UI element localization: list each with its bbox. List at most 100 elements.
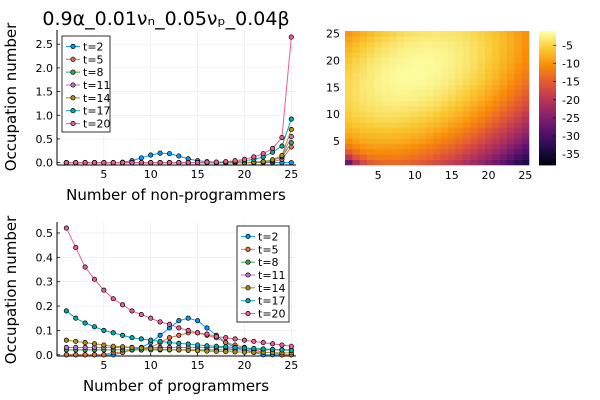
heatmap-cell xyxy=(448,127,456,134)
heatmap-cell xyxy=(352,47,361,53)
heatmap-cell xyxy=(411,106,419,112)
colorbar-segment xyxy=(539,39,556,43)
heatmap-cell xyxy=(499,36,508,43)
heatmap-cell xyxy=(470,159,478,166)
heatmap-cell xyxy=(470,154,478,160)
heatmap-cell xyxy=(389,111,397,118)
heatmap-cell xyxy=(514,47,522,53)
y-tick-label: 20 xyxy=(326,54,340,67)
heatmap-cell xyxy=(345,143,353,150)
heatmap-cell xyxy=(411,111,419,118)
heatmap-cell xyxy=(514,122,522,128)
data-point xyxy=(91,324,98,330)
data-point xyxy=(110,296,116,302)
heatmap-cell xyxy=(381,41,390,48)
heatmap-cell xyxy=(425,116,434,123)
heatmap-cell xyxy=(506,122,515,128)
data-point xyxy=(63,225,69,231)
data-point xyxy=(73,338,79,344)
heatmap-cell xyxy=(359,57,368,64)
data-point xyxy=(223,344,229,350)
heatmap-cell xyxy=(499,47,508,53)
heatmap-cell xyxy=(462,47,471,53)
colorbar-segment xyxy=(539,138,556,141)
heatmap-cell xyxy=(455,36,464,43)
heatmap-cell xyxy=(359,127,368,134)
colorbar-segment xyxy=(539,51,556,54)
heatmap-cell xyxy=(484,132,493,139)
heatmap-cell xyxy=(425,79,434,85)
legend-marker xyxy=(70,82,76,88)
heatmap-cell xyxy=(381,143,390,150)
heatmap-cell xyxy=(352,89,361,96)
legend-marker xyxy=(245,272,251,278)
heatmap-cell xyxy=(514,89,522,96)
heatmap-cell xyxy=(418,154,427,160)
heatmap-cell xyxy=(418,52,427,59)
heatmap-cell xyxy=(514,148,522,155)
heatmap-cell xyxy=(403,52,412,59)
data-point xyxy=(176,347,182,353)
colorbar-segment xyxy=(539,102,556,106)
heatmap-cell xyxy=(521,106,530,112)
data-point xyxy=(73,344,79,351)
heatmap-cell xyxy=(411,47,419,53)
heatmap-cell xyxy=(492,36,500,43)
heatmap-cell xyxy=(440,116,449,123)
colorbar-segment xyxy=(539,66,556,70)
heatmap-cell xyxy=(433,111,441,118)
heatmap-cell xyxy=(418,31,427,37)
legend-label: t=11 xyxy=(83,79,111,92)
x-tick-label: 20 xyxy=(482,169,496,182)
y-tick-label: 10 xyxy=(326,108,340,121)
heatmap-cell xyxy=(374,159,383,166)
heatmap-cell xyxy=(367,63,375,69)
series-t=20 xyxy=(63,34,294,166)
data-point xyxy=(232,336,238,342)
data-point xyxy=(138,312,144,318)
x-tick-label: 5 xyxy=(100,168,107,181)
legend-label: t=11 xyxy=(258,269,286,282)
heatmap-cell xyxy=(521,89,530,96)
data-point xyxy=(241,337,248,343)
heatmap-cell xyxy=(492,41,500,48)
heatmap-cell xyxy=(506,79,515,85)
heatmap-cell xyxy=(470,36,478,43)
heatmap-cell xyxy=(448,106,456,112)
heatmap-cell xyxy=(352,143,361,150)
data-point xyxy=(176,153,182,159)
data-point xyxy=(138,155,144,161)
heatmap-cell xyxy=(374,36,383,43)
heatmap-cell xyxy=(440,106,449,112)
heatmap-cell xyxy=(396,154,405,160)
heatmap-cell xyxy=(367,100,375,107)
heatmap-cell xyxy=(381,154,390,160)
heatmap-cell xyxy=(403,111,412,118)
data-point xyxy=(270,346,276,352)
heatmap-cell xyxy=(403,57,412,64)
heatmap-cell xyxy=(381,106,390,112)
heatmap-cell xyxy=(462,127,471,134)
heatmap-cell xyxy=(499,31,508,37)
y-tick-label: 0.2 xyxy=(36,300,54,313)
heatmap-cell xyxy=(455,68,464,75)
heatmap-cell xyxy=(440,148,449,155)
heatmap-cell xyxy=(352,41,361,48)
heatmap-cell xyxy=(425,154,434,160)
heatmap-cell xyxy=(448,138,456,144)
plot-non-programmers: 0.9α_0.01νₙ_0.05νₚ_0.04β 5 10 15 20 25 0.0 0.5… xyxy=(2,8,298,204)
heatmap-cell xyxy=(359,100,368,107)
data-point xyxy=(260,340,266,346)
heatmap-cell xyxy=(514,36,522,43)
heatmap-cell xyxy=(462,84,471,91)
heatmap-cell xyxy=(506,148,515,155)
heatmap-cell xyxy=(506,52,515,59)
heatmap-cell xyxy=(448,41,456,48)
data-point xyxy=(82,340,88,346)
heatmap-cell xyxy=(381,138,390,144)
heatmap-cell xyxy=(367,127,375,134)
colorbar-segment xyxy=(539,64,556,68)
heatmap-cell xyxy=(470,143,478,150)
heatmap-cell xyxy=(389,138,397,144)
heatmap-cell xyxy=(367,73,375,80)
